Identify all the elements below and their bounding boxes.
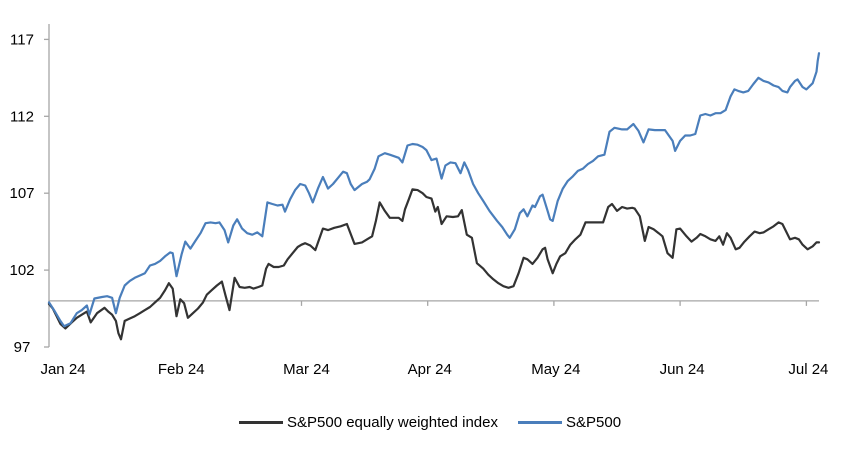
x-tick-label: Mar 24 [283,361,330,378]
x-tick-label: Apr 24 [408,361,452,378]
legend-item-sp500: S&P500 [518,414,621,431]
x-tick-label: Feb 24 [158,361,205,378]
x-tick-label: May 24 [531,361,580,378]
y-tick-label: 112 [10,108,34,125]
series-line-equal-weight [47,188,821,341]
y-tick-label: 97 [14,339,31,356]
x-tick-label: Jun 24 [660,361,705,378]
series-line-sp500 [47,52,821,328]
legend-label-equal-weight: S&P500 equally weighted index [287,414,498,431]
y-tick-label: 107 [9,185,34,202]
legend-label-sp500: S&P500 [566,414,622,431]
y-tick-label: 117 [10,31,34,48]
legend-line-swatch-equal-weight [239,421,283,424]
x-tick-label: Jan 24 [40,361,85,378]
legend-item-equal-weight: S&P500 equally weighted index [239,414,498,431]
legend-line-swatch-sp500 [518,421,562,424]
y-tick-label: 102 [9,262,34,279]
x-tick-label: Jul 24 [788,361,828,378]
